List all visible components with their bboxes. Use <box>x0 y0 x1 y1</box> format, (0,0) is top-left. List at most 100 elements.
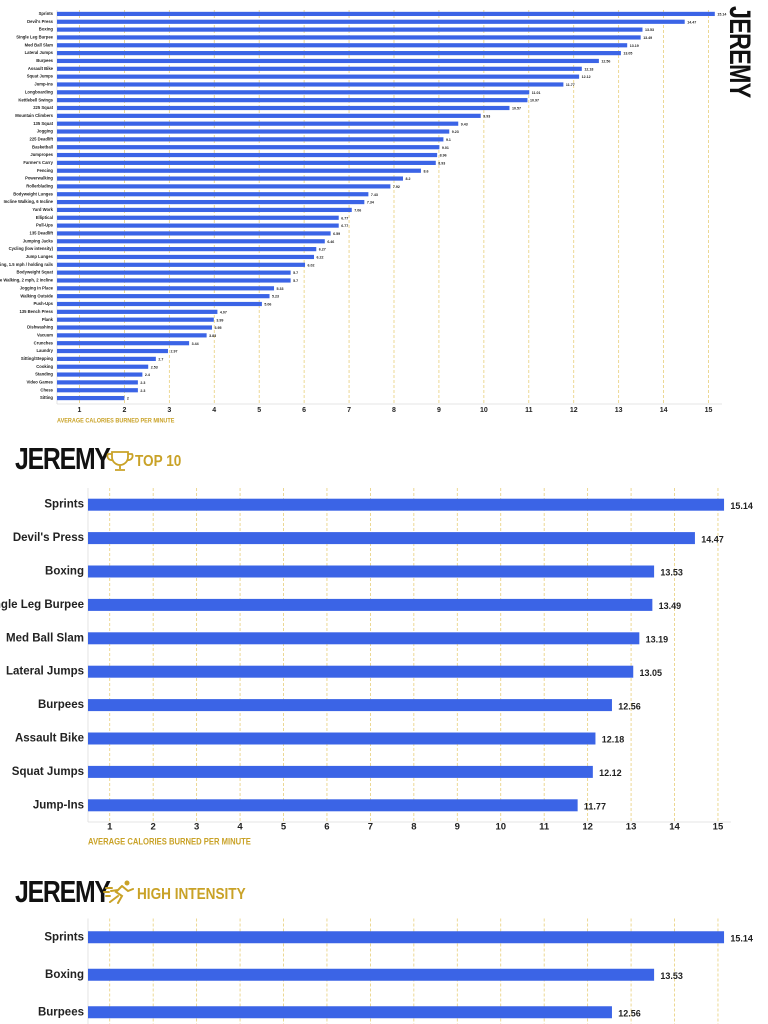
x-tick-label: 4 <box>212 407 216 414</box>
x-tick-label: 7 <box>368 822 373 833</box>
category-label: Burpees <box>38 1006 84 1018</box>
value-label: 12.56 <box>618 1008 641 1018</box>
bar <box>57 98 528 103</box>
value-label: 2.3 <box>140 381 145 385</box>
value-label: 3.95 <box>215 326 222 330</box>
x-tick-label: 8 <box>392 407 396 414</box>
bar <box>57 317 214 322</box>
x-tick-label: 6 <box>324 822 329 833</box>
value-label: 6.77 <box>341 216 348 220</box>
x-tick-label: 5 <box>281 822 287 833</box>
bar <box>57 121 459 126</box>
bar <box>57 325 213 330</box>
x-tick-label: 3 <box>167 407 171 414</box>
bar <box>88 565 655 578</box>
chart-title: JEREMY <box>723 6 756 98</box>
category-label: Powerwalking <box>25 176 53 181</box>
value-label: 5.7 <box>293 279 298 283</box>
value-label: 5.06 <box>264 303 271 307</box>
bar <box>88 498 725 511</box>
category-label: Cooking <box>36 364 53 369</box>
bar <box>57 294 270 299</box>
bar <box>57 113 481 118</box>
category-label: Mountain Climbers <box>15 113 53 118</box>
category-label: Plank <box>42 317 54 322</box>
bar <box>57 254 315 260</box>
bar <box>57 380 138 385</box>
bar <box>57 364 149 369</box>
trophy-icon <box>106 451 134 471</box>
value-label: 10.57 <box>512 107 521 111</box>
bar <box>88 598 653 611</box>
bar <box>57 262 306 267</box>
bar <box>88 931 725 944</box>
bar <box>57 199 365 205</box>
bar <box>88 532 695 545</box>
category-label: Push-Ups <box>33 301 53 306</box>
bar <box>88 799 578 812</box>
category-label: Squat Jumps <box>27 74 54 79</box>
value-label: 9.01 <box>442 146 449 150</box>
bar <box>57 51 621 56</box>
bar <box>57 176 403 181</box>
bar <box>57 215 339 220</box>
bar <box>57 168 421 173</box>
category-label: 135 Deadlift <box>29 231 53 236</box>
bar <box>57 74 580 79</box>
x-tick-label: 9 <box>437 407 441 414</box>
value-label: 2 <box>127 397 129 401</box>
value-label: 3.83 <box>209 334 216 338</box>
value-label: 7.06 <box>354 209 361 213</box>
bar <box>57 35 641 40</box>
category-label: Jogging <box>37 129 54 134</box>
category-label: Lateral Jumps <box>25 50 54 55</box>
x-tick-label: 13 <box>626 822 637 833</box>
bar <box>57 129 450 134</box>
category-label: Elliptical <box>36 215 53 220</box>
runner-head <box>124 880 130 886</box>
value-label: 6.46 <box>327 240 334 244</box>
value-label: 8.93 <box>438 161 445 165</box>
x-tick-label: 8 <box>411 822 416 833</box>
value-label: 9.1 <box>446 138 451 142</box>
value-label: 13.49 <box>659 601 682 611</box>
category-label: Lateral Jumps <box>6 666 84 678</box>
category-label: Longboarding <box>25 89 54 94</box>
value-label: 12.56 <box>601 60 610 64</box>
bar <box>88 732 596 745</box>
value-label: 12.18 <box>584 67 593 71</box>
value-label: 6.02 <box>308 263 315 267</box>
value-label: 13.05 <box>640 668 663 678</box>
bar <box>57 341 190 346</box>
value-label: 9.23 <box>452 130 459 134</box>
bar <box>88 765 593 778</box>
category-label: 225 Squat <box>33 105 53 110</box>
category-label: Rollerblading <box>26 184 53 189</box>
category-label: Sitting/Stepping <box>21 356 54 361</box>
category-label: Med Ball Slam <box>6 632 84 644</box>
category-label: 135 Bench Press <box>19 309 53 314</box>
value-label: 8.96 <box>440 154 447 158</box>
value-label: 14.47 <box>687 20 696 24</box>
value-label: 12.56 <box>618 701 641 711</box>
bar <box>57 27 643 32</box>
bar <box>57 247 317 252</box>
value-label: 8.2 <box>405 177 410 181</box>
category-label: Crunches <box>34 340 54 345</box>
x-tick-label: 1 <box>107 822 113 833</box>
category-label: Boxing <box>39 27 54 32</box>
chart-subtitle: HIGH INTENSITY <box>137 886 246 903</box>
value-label: 6.27 <box>319 248 326 252</box>
category-label: 225 Deadlift <box>29 136 53 141</box>
x-tick-label: 7 <box>347 407 351 414</box>
x-tick-label: 11 <box>539 822 550 833</box>
runner-icon <box>103 885 134 904</box>
chart-subtitle: TOP 10 <box>135 453 181 470</box>
bar <box>57 184 391 189</box>
x-axis-label: AVERAGE CALORIES BURNED PER MINUTE <box>57 418 174 424</box>
value-label: 13.49 <box>643 36 652 40</box>
category-label: Sprints <box>39 11 54 16</box>
category-label: Burpees <box>36 58 53 63</box>
